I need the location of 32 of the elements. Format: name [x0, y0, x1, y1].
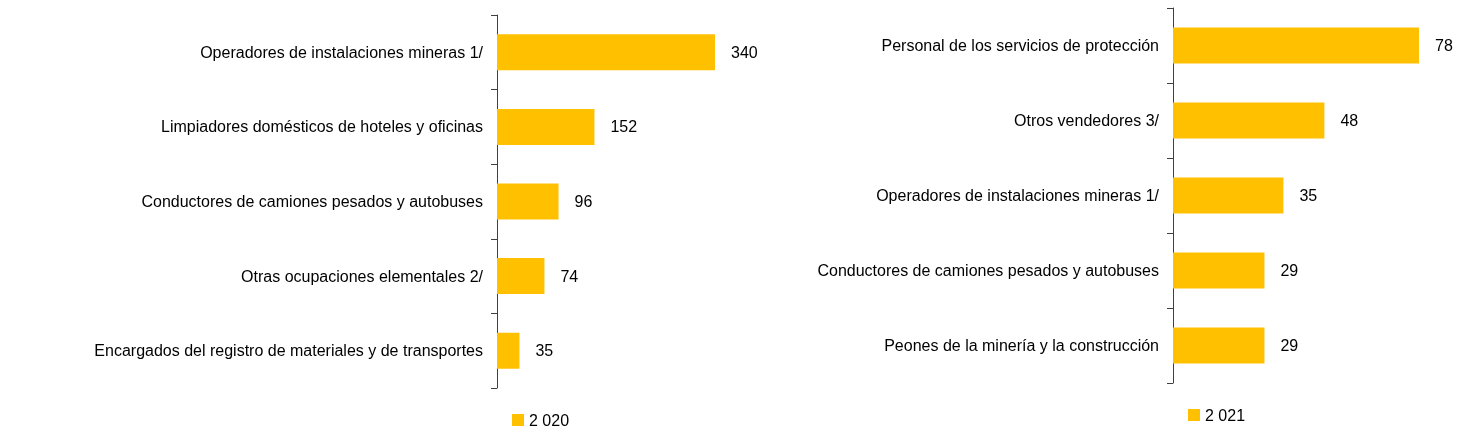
bar — [1173, 27, 1419, 64]
y-tick-label: Peones de la minería y la construcción — [884, 337, 1159, 354]
data-label: 78 — [1435, 37, 1453, 54]
y-tick-label: Otros vendedores 3/ — [1014, 112, 1160, 129]
bar — [497, 108, 595, 145]
y-tick-label: Encargados del registro de materiales y de transportes — [94, 342, 483, 360]
legend-label: 2 020 — [529, 411, 570, 429]
data-label: 35 — [1299, 187, 1318, 204]
y-tick-label: Limpiadores domésticos de hoteles y oficinas — [161, 118, 483, 136]
bar — [497, 34, 715, 71]
legend-label: 2 021 — [1205, 406, 1246, 424]
y-tick-label: Operadores de instalaciones mineras 1/ — [876, 187, 1160, 204]
y-tick-label: Operadores de instalaciones mineras 1/ — [200, 43, 484, 61]
data-label: 96 — [574, 193, 593, 210]
bar — [1173, 177, 1284, 214]
data-label: 74 — [560, 267, 579, 285]
bar — [497, 258, 545, 295]
data-label: 29 — [1280, 262, 1299, 279]
y-tick-label: Conductores de camiones pesados y autobuses — [141, 193, 483, 210]
data-label: 48 — [1340, 112, 1359, 129]
data-label: 152 — [610, 118, 638, 136]
bar — [1173, 102, 1325, 139]
y-tick-label: Personal de los servicios de protección — [881, 37, 1159, 54]
bar — [497, 183, 559, 220]
data-label: 340 — [731, 43, 758, 61]
data-label: 35 — [535, 342, 554, 360]
y-tick-label: Otras ocupaciones elementales 2/ — [241, 267, 484, 285]
y-tick-label: Conductores de camiones pesados y autobuses — [817, 262, 1159, 279]
data-label: 29 — [1280, 337, 1299, 354]
bar — [1173, 327, 1265, 364]
bar — [497, 332, 520, 369]
bar — [1173, 252, 1265, 289]
